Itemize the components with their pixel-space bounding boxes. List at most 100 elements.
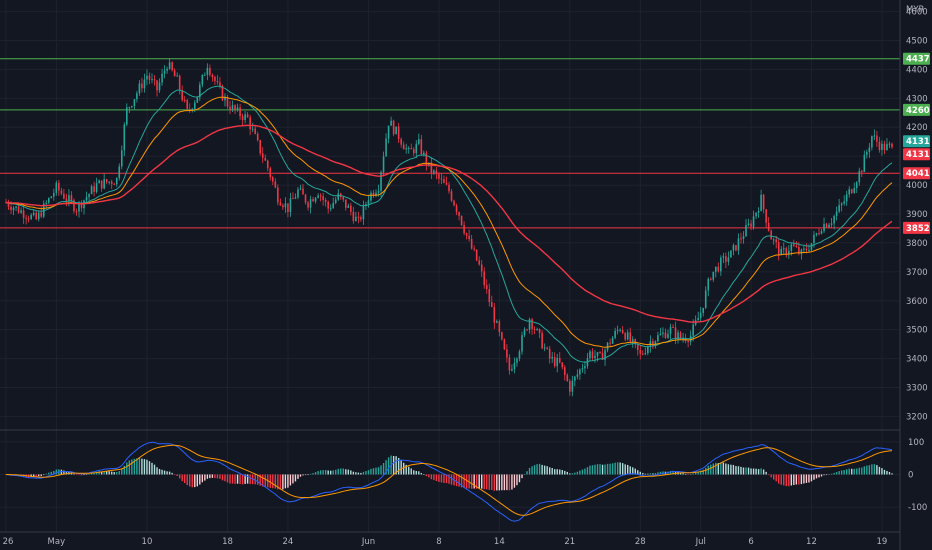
histogram-bar — [163, 470, 166, 475]
histogram-bar — [863, 466, 866, 475]
candle-body — [80, 202, 83, 209]
candle-body — [611, 337, 614, 344]
histogram-bar — [498, 474, 501, 491]
candle-body — [98, 180, 100, 184]
time-axis[interactable]: 26 May 10 18 24 Jun 8 14 21 28 Jul 6 12 19 — [3, 537, 888, 547]
histogram-bar — [229, 474, 231, 484]
candle-body — [420, 139, 423, 155]
histogram-bar — [382, 463, 385, 475]
candle-body — [657, 335, 659, 342]
price-tick-label: 3400 — [906, 355, 928, 365]
candle-body — [762, 194, 765, 210]
candle-body — [526, 329, 528, 331]
candle-body — [221, 85, 224, 101]
histogram-bar — [194, 474, 196, 488]
histogram-bar — [78, 474, 80, 476]
candle-body — [591, 351, 594, 359]
price-tick-label: 3500 — [906, 326, 928, 336]
candle-body — [740, 238, 742, 240]
histogram-bar — [435, 474, 438, 482]
histogram-bar — [843, 470, 845, 475]
histogram-bar — [548, 467, 551, 475]
candle-body — [727, 257, 730, 262]
candle-body — [830, 223, 833, 225]
candle-body — [767, 222, 770, 231]
histogram-bar — [244, 474, 246, 484]
histogram-bar — [767, 474, 770, 476]
candle-body — [50, 196, 53, 199]
level-badge-label: 4260 — [906, 106, 930, 116]
price-axis[interactable]: 4600450044004300420041004000390038003700… — [906, 8, 928, 423]
candle-body — [732, 245, 735, 251]
candle-body — [614, 330, 616, 338]
histogram-bar — [591, 465, 594, 475]
time-tick-label: 6 — [748, 537, 753, 547]
candle-body — [254, 128, 256, 134]
candle-body — [455, 205, 458, 213]
candle-body — [626, 332, 629, 340]
histogram-bar — [692, 473, 694, 475]
histogram-bar — [727, 464, 730, 475]
histogram-bar — [516, 474, 518, 486]
histogram-bar — [657, 472, 659, 475]
candle-body — [606, 342, 609, 351]
histogram-bar — [778, 474, 780, 484]
candle-body — [433, 170, 435, 173]
histogram-bar — [861, 467, 863, 475]
candle-body — [717, 266, 720, 272]
candle-body — [541, 332, 543, 349]
candle-body — [838, 205, 840, 212]
histogram-bar — [214, 474, 216, 479]
moving-averages — [5, 85, 893, 363]
price-badge — [903, 148, 930, 161]
histogram-bar — [397, 457, 400, 475]
histogram-bar — [257, 474, 259, 485]
histogram-bar — [304, 474, 307, 476]
price-tick-label: 3900 — [906, 210, 928, 220]
candle-body — [272, 177, 274, 182]
histogram-bar — [420, 472, 423, 475]
histogram-bar — [551, 468, 553, 475]
candle-body — [329, 208, 332, 210]
candle-body — [667, 333, 669, 339]
histogram-bar — [262, 474, 264, 487]
histogram-bar — [798, 474, 800, 485]
histogram-bar — [423, 474, 425, 475]
histogram-bar — [380, 465, 382, 475]
histogram-bar — [503, 474, 506, 491]
histogram-bar — [93, 472, 95, 475]
histogram-bar — [191, 474, 193, 488]
candle-body — [543, 347, 546, 349]
candle-body — [775, 239, 778, 243]
histogram-bar — [702, 469, 704, 475]
histogram-bar — [113, 472, 115, 475]
histogram-bar — [324, 470, 327, 475]
candle-body — [624, 333, 626, 340]
candle-body — [40, 212, 43, 217]
candle-body — [355, 216, 357, 222]
histogram-bar — [430, 474, 433, 480]
level-badge-label: 4041 — [906, 169, 930, 179]
indicator-pane — [5, 441, 893, 522]
histogram-bar — [881, 468, 883, 475]
histogram-bar — [284, 474, 287, 489]
candle-body — [674, 327, 677, 339]
histogram-bar — [450, 474, 453, 485]
candle-body — [548, 348, 551, 359]
histogram-bar — [108, 471, 110, 475]
histogram-bar — [53, 470, 55, 475]
histogram-bar — [883, 469, 886, 475]
candle-body — [90, 186, 93, 195]
candle-body — [725, 256, 727, 262]
candle-body — [722, 256, 725, 258]
candle-body — [704, 290, 707, 308]
candle-body — [785, 248, 788, 255]
histogram-bar — [292, 474, 294, 484]
histogram-bar — [221, 474, 224, 481]
candle-body — [168, 62, 171, 69]
histogram-bar — [136, 458, 138, 475]
candle-body — [395, 126, 397, 135]
histogram-bar — [43, 474, 45, 476]
histogram-bar — [584, 468, 586, 475]
